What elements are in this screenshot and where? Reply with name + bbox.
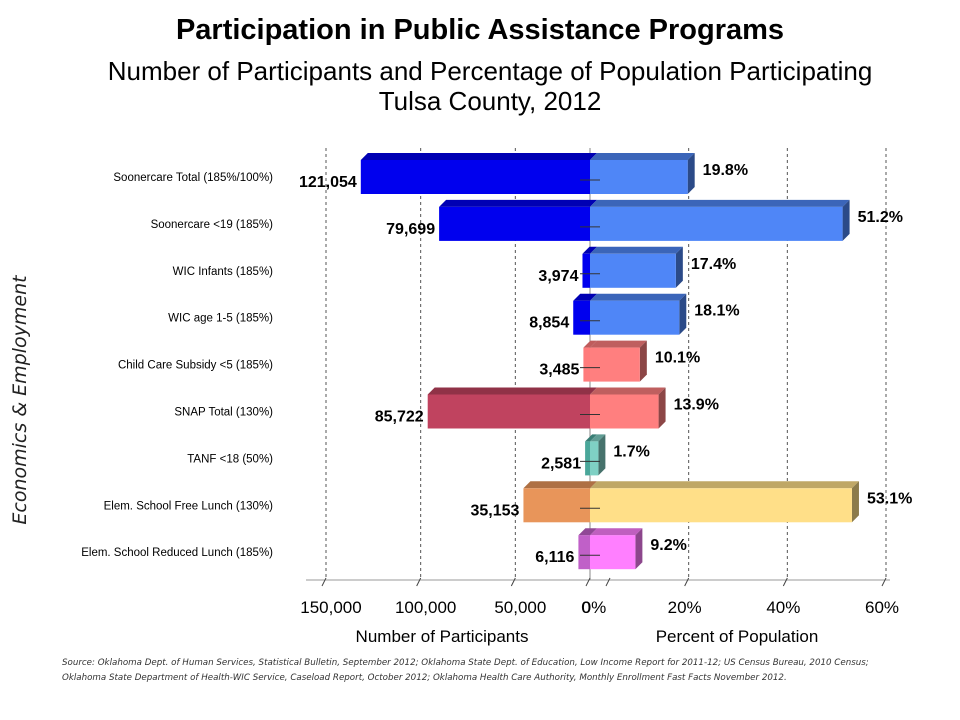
category-label: Elem. School Free Lunch (130%)	[104, 500, 274, 512]
participants-value-label: 6,116	[535, 549, 574, 566]
participants-bar-top	[427, 387, 597, 395]
percent-bar-side	[635, 528, 643, 570]
participants-value-label: 3,485	[539, 362, 579, 379]
left-tick-label: 50,000	[494, 598, 546, 617]
percent-bar-top	[590, 153, 695, 160]
percent-bar	[590, 441, 599, 476]
percent-value-label: 9.2%	[650, 537, 686, 554]
percent-bar	[590, 347, 640, 382]
category-label: Soonercare <19 (185%)	[151, 219, 274, 231]
left-tick-label: 0	[581, 598, 590, 617]
percent-value-label: 51.2%	[858, 209, 903, 226]
percent-bar-top	[590, 528, 643, 536]
participants-bar-top	[585, 434, 597, 442]
percent-bar-side	[675, 246, 683, 288]
right-tick-mark	[782, 577, 788, 587]
participants-bar	[578, 535, 590, 570]
right-tick-label: 0%	[582, 598, 607, 617]
right-tick-mark	[585, 577, 591, 587]
participants-bar	[360, 160, 590, 194]
labels: Soonercare Total (185%/100%) 121,054 19.8%…	[81, 162, 912, 566]
participants-bar-top	[582, 246, 597, 254]
participants-bar	[573, 300, 590, 335]
percent-value-label: 19.8%	[703, 162, 748, 179]
right-tick-label: 40%	[766, 598, 800, 617]
participants-value-label: 79,699	[386, 221, 435, 238]
left-tick-mark	[605, 577, 611, 587]
category-label: Elem. School Reduced Lunch (185%)	[81, 547, 273, 559]
percent-bar-top	[590, 434, 606, 442]
percent-bar-side	[842, 199, 850, 241]
participants-bar	[582, 253, 590, 288]
chart-subtitle-line1: Number of Participants and Percentage of…	[107, 56, 873, 86]
bars	[360, 153, 859, 570]
percent-bar-side	[851, 481, 859, 523]
participants-bar-top	[578, 528, 597, 536]
participants-bar-top	[439, 199, 597, 207]
participants-bar	[583, 347, 590, 382]
participants-value-label: 8,854	[529, 315, 569, 332]
left-tick-mark	[416, 577, 422, 587]
participants-bar	[427, 394, 590, 429]
right-tick-mark	[684, 577, 690, 587]
percent-bar-side	[598, 434, 606, 476]
left-tick-mark	[321, 577, 327, 587]
participants-bar-top	[583, 340, 597, 348]
right-tick-label: 20%	[668, 598, 702, 617]
category-label: Soonercare Total (185%/100%)	[113, 172, 273, 184]
category-label: WIC age 1-5 (185%)	[168, 313, 273, 325]
percent-bar-top	[590, 481, 859, 489]
percent-bar	[590, 394, 659, 429]
participants-value-label: 2,581	[541, 455, 581, 472]
percent-value-label: 53.1%	[867, 490, 912, 507]
left-tick-label: 100,000	[395, 598, 456, 617]
category-label: TANF <18 (50%)	[187, 453, 273, 465]
percent-bar	[590, 206, 843, 241]
percent-bar-top	[590, 199, 850, 207]
participants-bar-top	[523, 481, 597, 489]
percent-bar-side	[658, 387, 666, 429]
participants-bar	[585, 441, 590, 476]
right-axis-title: Percent of Population	[656, 627, 819, 646]
right-tick-mark	[881, 577, 887, 587]
category-label: Child Care Subsidy <5 (185%)	[118, 360, 273, 372]
percent-bar	[590, 488, 852, 523]
participants-bar	[439, 206, 590, 241]
left-tick-label: 150,000	[300, 598, 361, 617]
percent-bar-side	[687, 153, 695, 194]
participants-bar-top	[360, 153, 597, 160]
source-note: Source: Oklahoma Dept. of Human Services…	[62, 658, 869, 683]
percent-value-label: 13.9%	[674, 397, 719, 414]
participants-value-label: 85,722	[375, 409, 424, 426]
percent-value-label: 17.4%	[691, 256, 736, 273]
participants-value-label: 35,153	[471, 502, 520, 519]
percent-bar-top	[590, 293, 687, 301]
percent-bar-top	[590, 246, 683, 254]
percent-bar-side	[679, 293, 687, 335]
percent-bar	[590, 300, 680, 335]
category-label: SNAP Total (130%)	[174, 407, 273, 419]
left-tick-mark	[510, 577, 516, 587]
percent-bar	[590, 535, 636, 570]
chart-title: Participation in Public Assistance Progr…	[175, 14, 785, 46]
percent-value-label: 1.7%	[613, 443, 649, 460]
percent-bar	[590, 160, 688, 194]
percent-bar-top	[590, 387, 666, 395]
percent-value-label: 18.1%	[694, 303, 739, 320]
participants-value-label: 3,974	[538, 268, 578, 285]
category-label: WIC Infants (185%)	[173, 266, 274, 278]
participants-bar-top	[573, 293, 597, 301]
percent-value-label: 10.1%	[655, 350, 700, 367]
right-tick-label: 60%	[865, 598, 899, 617]
percent-bar-top	[590, 340, 647, 348]
percent-bar-side	[639, 340, 647, 382]
participants-bar	[523, 488, 590, 523]
left-axis-title: Number of Participants	[356, 627, 529, 646]
participants-value-label: 121,054	[299, 174, 357, 191]
chart-subtitle-line2: Tulsa County, 2012	[378, 86, 602, 116]
percent-bar	[590, 253, 676, 288]
